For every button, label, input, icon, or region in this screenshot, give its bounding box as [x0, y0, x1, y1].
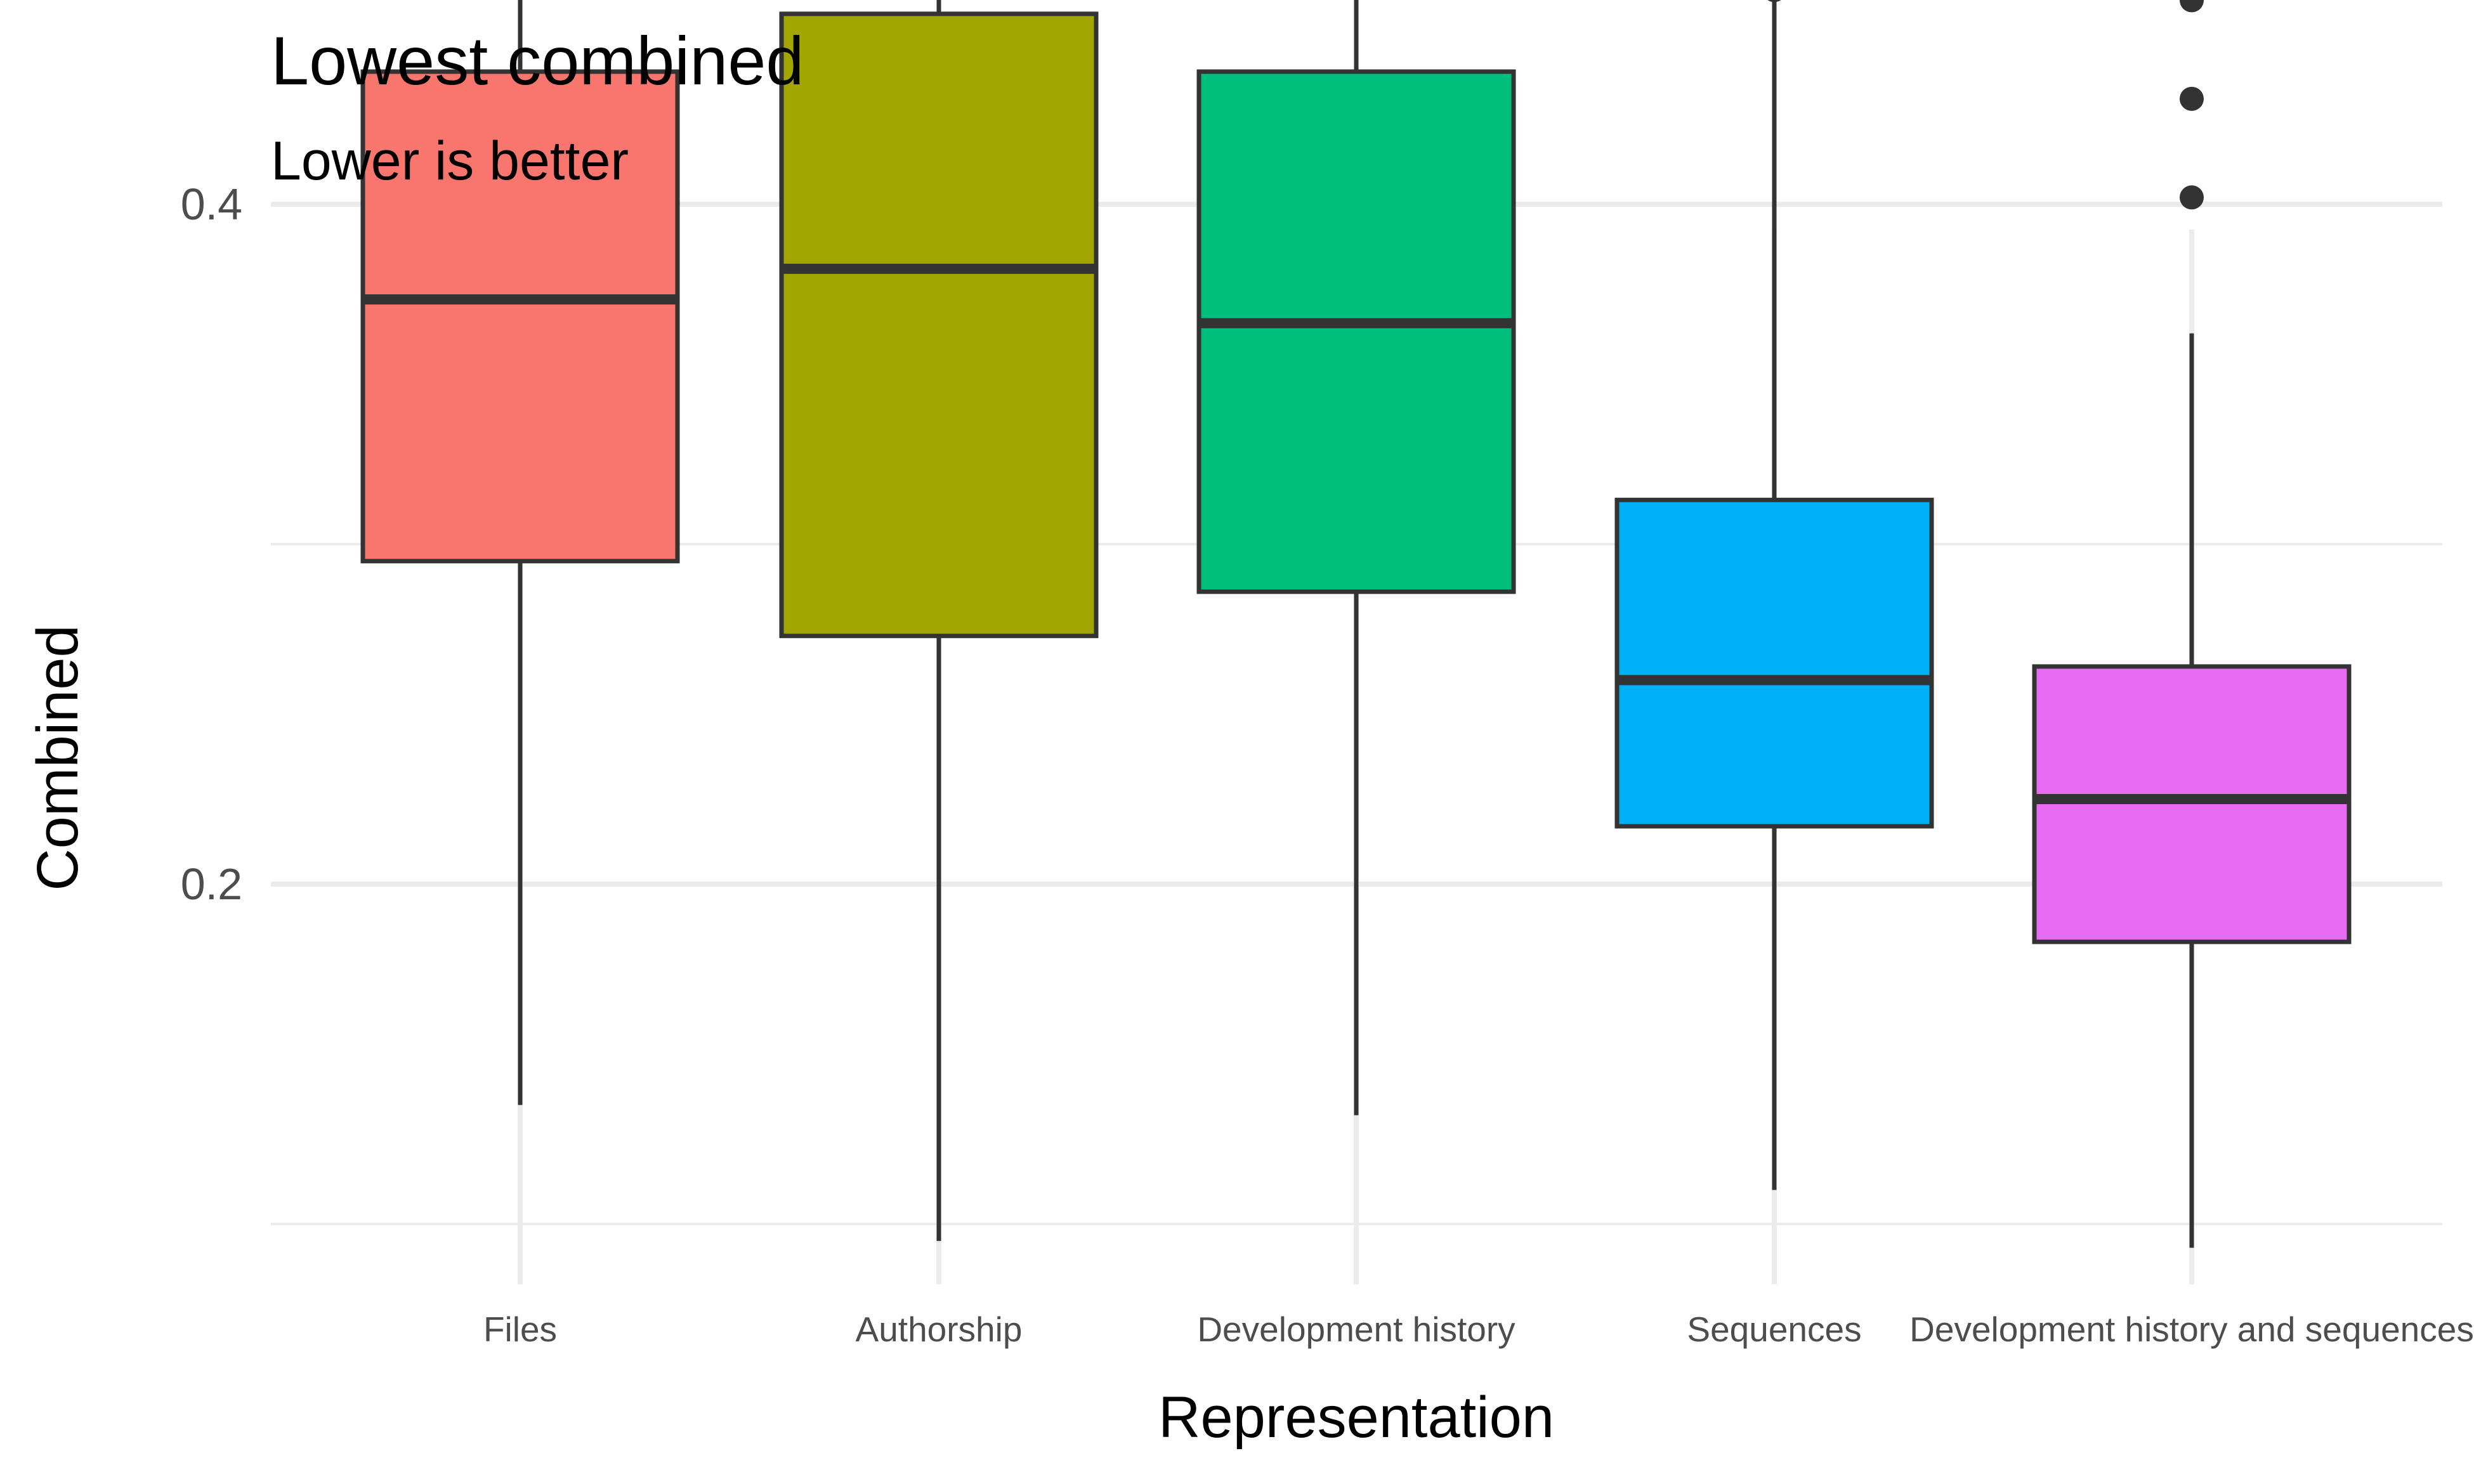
y-tick-label: 0.4 — [181, 179, 242, 229]
box-group — [1614, 0, 1934, 1190]
box-iqr — [360, 69, 680, 564]
outlier-point — [2180, 185, 2204, 210]
box-group — [1196, 0, 1516, 1116]
x-tick-label: Authorship — [856, 1310, 1023, 1349]
x-tick-label: Files — [483, 1310, 557, 1349]
tick-layer: 0.20.40.6FilesAuthorshipDevelopment hist… — [181, 179, 2474, 1349]
outlier-point — [2180, 0, 2204, 13]
y-axis-title: Combined — [25, 625, 90, 890]
x-axis-title: Representation — [1158, 1385, 1554, 1450]
box-group — [2032, 0, 2352, 1248]
outlier-point — [1767, 0, 1781, 3]
outlier-point — [2180, 86, 2204, 111]
x-tick-label: Sequences — [1687, 1310, 1861, 1349]
x-tick-label: Development history — [1197, 1310, 1515, 1349]
box-iqr — [2032, 664, 2352, 944]
y-tick-label: 0.2 — [181, 859, 242, 909]
box-iqr — [1614, 497, 1934, 829]
chart-subtitle: Lower is better — [271, 131, 629, 192]
box-group — [779, 0, 1099, 1241]
box-iqr — [1196, 69, 1516, 594]
box-layer — [360, 0, 2352, 1248]
x-tick-label: Development history and sequences — [1909, 1310, 2474, 1349]
chart-title: Lowest combined — [271, 22, 804, 99]
box-group — [360, 0, 680, 1105]
box-iqr — [779, 11, 1099, 639]
